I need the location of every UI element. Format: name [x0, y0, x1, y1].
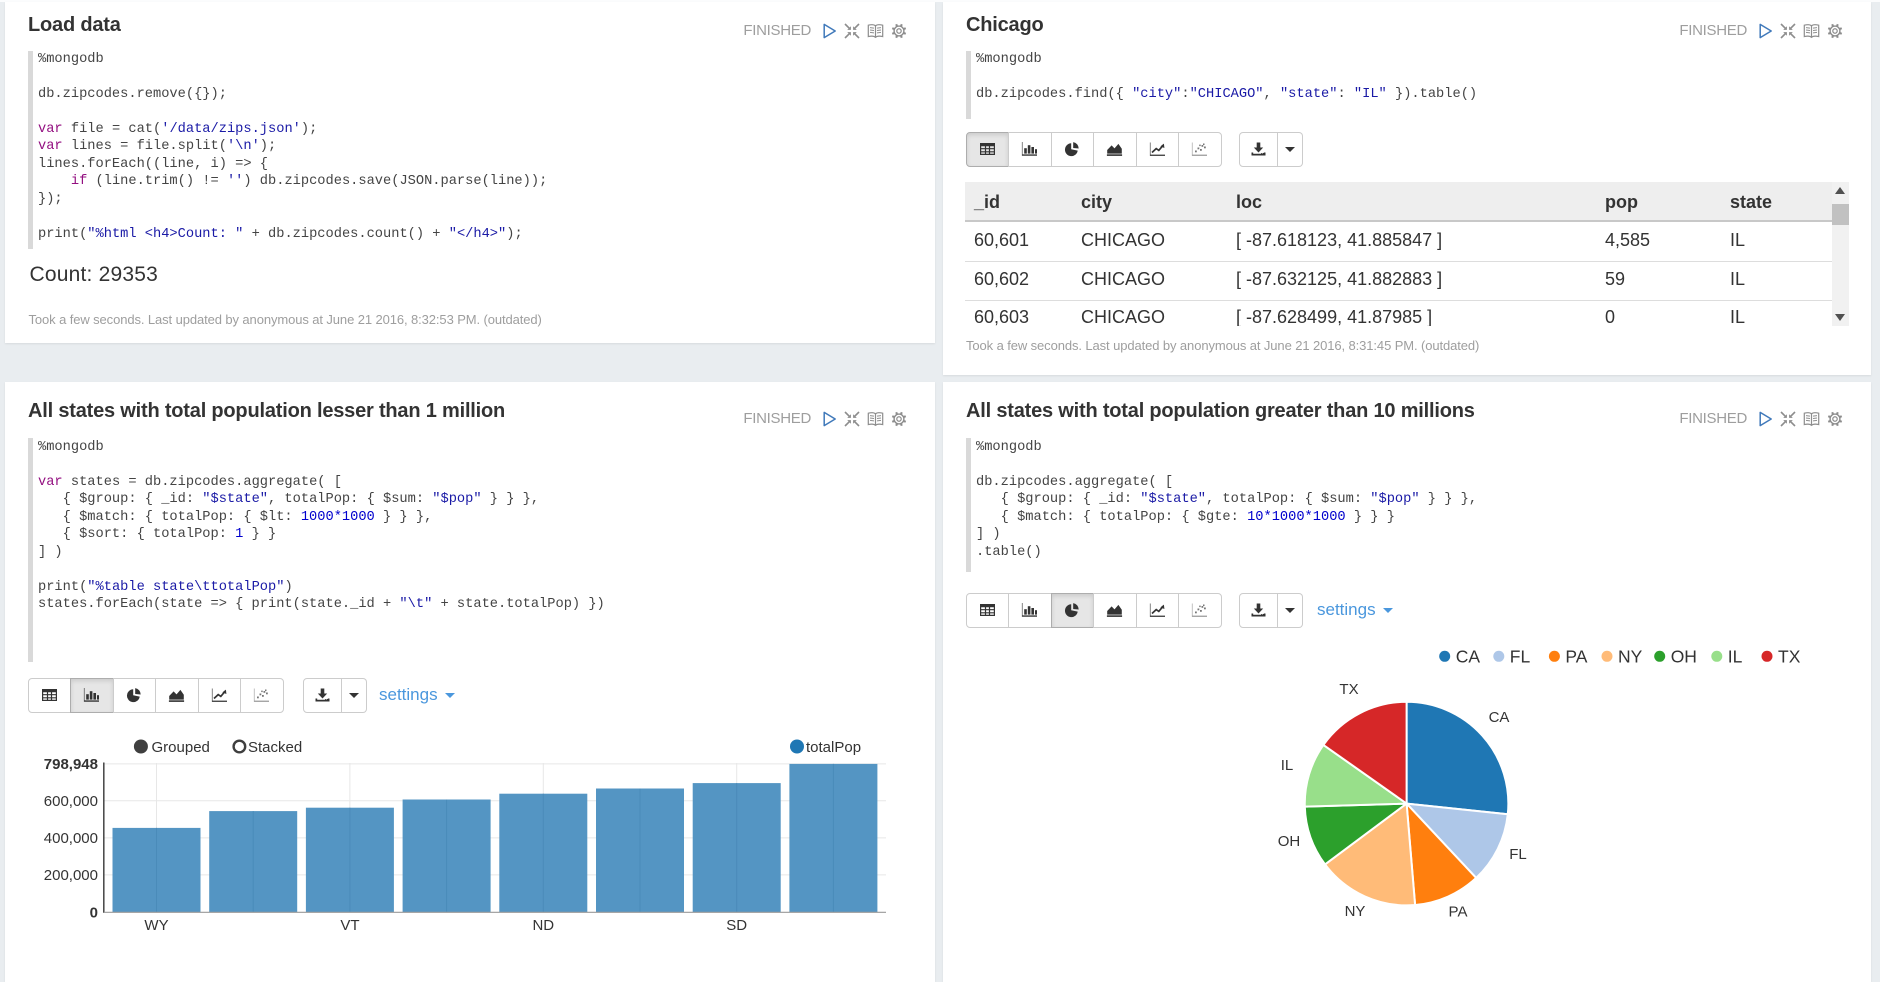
svg-text:totalPop: totalPop: [806, 739, 861, 756]
svg-text:600,000: 600,000: [44, 793, 98, 810]
svg-text:ND: ND: [532, 917, 554, 934]
svg-text:PA: PA: [1565, 647, 1587, 667]
svg-text:PA: PA: [1449, 904, 1468, 921]
svg-text:200,000: 200,000: [44, 867, 98, 884]
svg-text:WY: WY: [144, 917, 168, 934]
svg-text:TX: TX: [1339, 681, 1358, 698]
svg-text:NY: NY: [1618, 647, 1643, 667]
svg-text:OH: OH: [1278, 833, 1301, 850]
svg-text:798,948: 798,948: [44, 756, 98, 773]
svg-text:SD: SD: [726, 917, 747, 934]
svg-text:CA: CA: [1456, 647, 1481, 667]
svg-text:TX: TX: [1778, 647, 1801, 667]
svg-text:NY: NY: [1345, 903, 1366, 920]
svg-text:Stacked: Stacked: [248, 739, 302, 756]
svg-text:IL: IL: [1281, 757, 1294, 774]
svg-text:IL: IL: [1728, 647, 1743, 667]
svg-text:FL: FL: [1510, 647, 1531, 667]
svg-text:VT: VT: [340, 917, 359, 934]
svg-text:OH: OH: [1671, 647, 1697, 667]
svg-text:FL: FL: [1509, 846, 1527, 863]
svg-text:Grouped: Grouped: [152, 739, 210, 756]
svg-text:400,000: 400,000: [44, 830, 98, 847]
svg-text:CA: CA: [1489, 709, 1510, 726]
svg-text:0: 0: [90, 904, 98, 921]
